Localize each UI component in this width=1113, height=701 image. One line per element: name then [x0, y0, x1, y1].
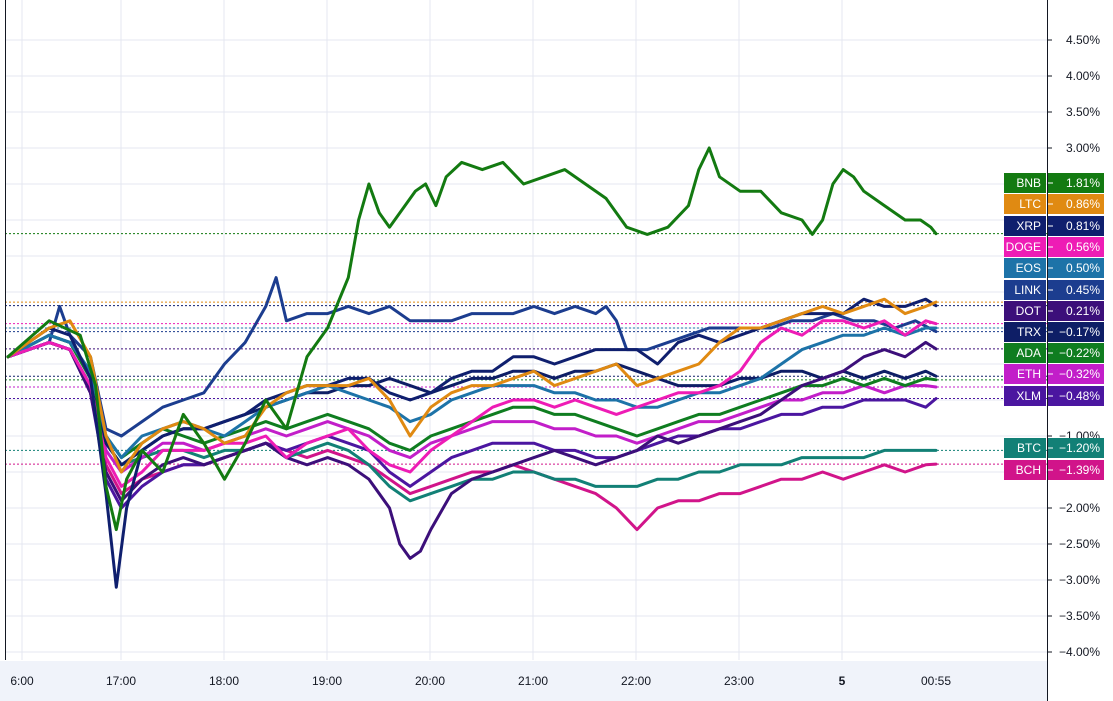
tag-name-bg	[1004, 237, 1046, 257]
tag-value: −0.22%	[1059, 346, 1100, 360]
x-tick-label: 23:00	[724, 674, 754, 688]
tag-ada: ADA −0.22%	[1004, 343, 1104, 363]
tag-bnb: BNB 1.81%	[1004, 173, 1104, 193]
y-tick-label: 3.50%	[1066, 105, 1100, 119]
tag-xrp: XRP 0.81%	[1004, 216, 1104, 236]
tag-name: BTC	[1017, 441, 1041, 455]
series-tags: BNB 1.81% LTC 0.86% XRP 0.81% DOGE 0.56% EOS 0.50…	[1004, 173, 1104, 480]
tag-name: LINK	[1014, 283, 1041, 297]
series-lines	[5, 146, 1047, 589]
tag-value: 0.21%	[1066, 304, 1100, 318]
axes	[0, 0, 1048, 701]
tag-value-bg	[1048, 194, 1104, 214]
tag-value-bg	[1048, 438, 1104, 458]
x-axis-ticks: 6:00 17:00 18:00 19:00 20:00 21:00 22:00 23:00 5…	[10, 674, 951, 688]
tag-value-bg	[1048, 322, 1104, 342]
tag-xlm: XLM −0.48%	[1004, 386, 1104, 406]
series-line-bnb	[6, 146, 938, 532]
tag-name-bg	[1004, 258, 1046, 278]
tag-name-bg	[1004, 322, 1046, 342]
y-axis-ticks: 4.50%4.00%3.50%3.00%−1.00%−1.50%−2.00%−2…	[1047, 33, 1100, 659]
tag-value-bg	[1048, 216, 1104, 236]
tag-link: LINK 0.45%	[1004, 280, 1104, 300]
tag-bch: BCH −1.39%	[1004, 460, 1104, 480]
tag-name-bg	[1004, 460, 1046, 480]
x-tick-label: 22:00	[621, 674, 651, 688]
tag-name-bg	[1004, 438, 1046, 458]
tag-value: −0.17%	[1059, 325, 1100, 339]
x-tick-label: 20:00	[415, 674, 445, 688]
x-tick-label: 6:00	[10, 674, 34, 688]
tag-name: DOT	[1016, 304, 1042, 318]
tag-value-bg	[1048, 460, 1104, 480]
y-tick-label: 4.50%	[1066, 33, 1100, 47]
tag-value: 0.81%	[1066, 219, 1100, 233]
tag-name-bg	[1004, 173, 1046, 193]
x-tick-label: 21:00	[518, 674, 548, 688]
tag-value-bg	[1048, 280, 1104, 300]
tag-ltc: LTC 0.86%	[1004, 194, 1104, 214]
x-axis-band	[0, 661, 1047, 701]
tag-name: ETH	[1017, 367, 1041, 381]
series-line-link	[6, 276, 938, 438]
tag-name: BCH	[1016, 463, 1041, 477]
tag-name-bg	[1004, 280, 1046, 300]
series-line-doge	[6, 319, 938, 488]
tag-name-bg	[1004, 216, 1046, 236]
tag-name: XLM	[1016, 389, 1041, 403]
tag-eos: EOS 0.50%	[1004, 258, 1104, 278]
tag-name: DOGE	[1006, 240, 1041, 254]
tag-value: −0.32%	[1059, 367, 1100, 381]
x-tick-label: 17:00	[106, 674, 136, 688]
tag-value: 1.81%	[1066, 176, 1100, 190]
series-line-eth	[6, 340, 938, 474]
x-tick-label: 18:00	[209, 674, 239, 688]
tag-value: 0.45%	[1066, 283, 1100, 297]
tag-name-bg	[1004, 301, 1046, 321]
tag-value-bg	[1048, 343, 1104, 363]
tag-value-bg	[1048, 258, 1104, 278]
tag-name: EOS	[1016, 261, 1041, 275]
x-tick-label: 5	[839, 674, 846, 688]
y-tick-label: 4.00%	[1066, 69, 1100, 83]
tag-name-bg	[1004, 364, 1046, 384]
tag-eth: ETH −0.32%	[1004, 364, 1104, 384]
tag-value: 0.86%	[1066, 197, 1100, 211]
tag-name: XRP	[1016, 219, 1041, 233]
tag-value: −1.39%	[1059, 463, 1100, 477]
x-tick-label: 19:00	[312, 674, 342, 688]
tag-value-bg	[1048, 364, 1104, 384]
tag-value-bg	[1048, 237, 1104, 257]
series-line-dot	[6, 340, 938, 560]
x-tick-label: 00:55	[921, 674, 951, 688]
tag-value: 0.50%	[1066, 261, 1100, 275]
tag-value-bg	[1048, 173, 1104, 193]
y-tick-label: −4.00%	[1059, 645, 1100, 659]
tag-dot: DOT 0.21%	[1004, 301, 1104, 321]
y-tick-label: −2.50%	[1059, 537, 1100, 551]
y-tick-label: −2.00%	[1059, 501, 1100, 515]
y-tick-label: −3.00%	[1059, 573, 1100, 587]
tag-name-bg	[1004, 194, 1046, 214]
tag-value-bg	[1048, 301, 1104, 321]
tag-value: 0.56%	[1066, 240, 1100, 254]
tag-name-bg	[1004, 343, 1046, 363]
tag-btc: BTC −1.20%	[1004, 438, 1104, 458]
tag-value-bg	[1048, 386, 1104, 406]
tag-trx: TRX −0.17%	[1004, 322, 1104, 342]
series-line-ltc	[6, 297, 938, 474]
y-tick-label: 3.00%	[1066, 141, 1100, 155]
tag-value: −0.48%	[1059, 389, 1100, 403]
tag-name-bg	[1004, 386, 1046, 406]
tag-name: BNB	[1016, 176, 1041, 190]
grid	[5, 0, 1047, 660]
tag-name: ADA	[1016, 346, 1041, 360]
tag-name: LTC	[1019, 197, 1041, 211]
series-line-xlm	[6, 340, 938, 510]
y-tick-label: −3.50%	[1059, 609, 1100, 623]
tag-doge: DOGE 0.56%	[1004, 237, 1104, 257]
tag-value: −1.20%	[1059, 441, 1100, 455]
tag-name: TRX	[1017, 325, 1041, 339]
